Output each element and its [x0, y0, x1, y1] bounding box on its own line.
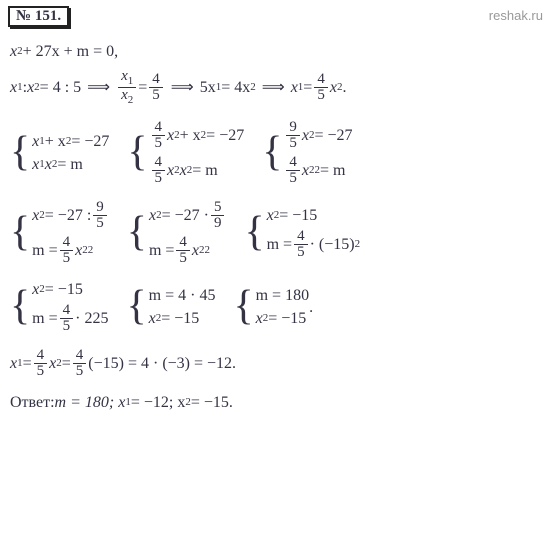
system: { x2 = −15 m = 45 · (−15)2: [244, 206, 360, 260]
watermark: reshak.ru: [489, 8, 543, 23]
system: { m = 4 · 45 x2 = −15: [126, 286, 215, 328]
brace-icon: {: [233, 290, 253, 324]
brace-icon: {: [10, 290, 30, 324]
brace-icon: {: [244, 216, 264, 250]
system: { 45 x2 + x2 = −27 45 x2x2 = m: [127, 120, 244, 186]
system: { m = 180 x2 = −15 .: [233, 286, 313, 328]
problem-number: № 151.: [16, 8, 61, 24]
answer-line: Ответ: m = 180; x1 = −12; x2 = −15.: [10, 393, 545, 412]
fraction: x1 x2: [118, 69, 136, 106]
fraction: 4 5: [149, 72, 163, 103]
brace-icon: {: [262, 136, 282, 170]
main-equation: x2 + 27x + m = 0,: [10, 42, 545, 61]
fraction: 4 5: [314, 72, 328, 103]
brace-icon: {: [127, 216, 147, 250]
brace-icon: {: [10, 216, 30, 250]
system: { x1 + x2 = −27 x1x2 = m: [10, 132, 109, 174]
systems-row-3: { x2 = −15 m = 45 · 225 { m = 4 · 45 x2 …: [10, 280, 545, 334]
system: { 95 x2 = −27 45 x22 = m: [262, 120, 352, 186]
systems-row-2: { x2 = −27 : 95 m = 45 x22 { x2 = −27 · …: [10, 200, 545, 266]
system: { x2 = −27 : 95 m = 45 x22: [10, 200, 109, 266]
answer-label: Ответ:: [10, 393, 55, 412]
systems-row-1: { x1 + x2 = −27 x1x2 = m { 45 x2 + x2 = …: [10, 120, 545, 186]
system: { x2 = −27 · 59 m = 45 x22: [127, 200, 227, 266]
x1-calculation: x1 = 45 x2 = 45 (−15) = 4 · (−3) = −12.: [10, 348, 545, 379]
brace-icon: {: [10, 136, 30, 170]
brace-icon: {: [126, 290, 146, 324]
solution-content: x2 + 27x + m = 0, x1 : x2 = 4 : 5 ⟹ x1 x…: [10, 42, 545, 421]
problem-number-box: № 151.: [8, 6, 69, 27]
system: { x2 = −15 m = 45 · 225: [10, 280, 108, 334]
brace-icon: {: [127, 136, 147, 170]
ratio-line: x1 : x2 = 4 : 5 ⟹ x1 x2 = 4 5 ⟹ 5x1 = 4x…: [10, 69, 545, 106]
